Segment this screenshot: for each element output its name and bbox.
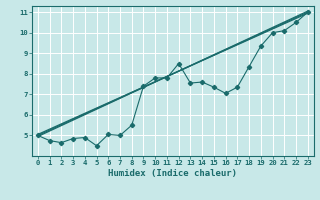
- X-axis label: Humidex (Indice chaleur): Humidex (Indice chaleur): [108, 169, 237, 178]
